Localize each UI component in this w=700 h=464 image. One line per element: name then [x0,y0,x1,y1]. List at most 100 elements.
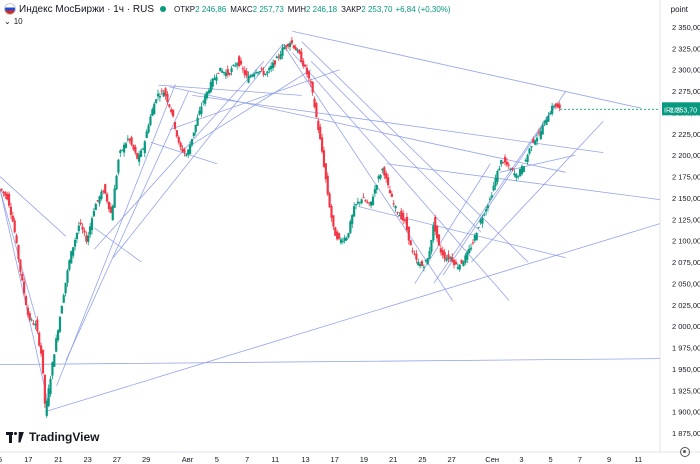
candle-body [207,90,211,94]
candle-body [215,76,218,81]
candle-body [26,307,29,315]
candle-body [336,231,339,240]
tradingview-logo[interactable]: TradingView [6,430,99,444]
volume-count: 10 [13,17,23,26]
candle-body [155,99,158,103]
gear-icon[interactable] [680,447,690,457]
candle-body [554,103,557,107]
candle-body [405,216,409,230]
candle-body [106,194,109,202]
candle-body [345,238,348,241]
candle-body [349,221,352,234]
candle-body [469,247,473,250]
candle-body [551,105,554,114]
candle-body [55,338,58,352]
candle-body [377,176,380,179]
candle-body [339,239,343,243]
candle-body [509,168,512,171]
trend-line [358,206,566,259]
candle-body [403,219,407,221]
candle-body [307,71,310,79]
candle-body [24,296,28,306]
candle-body [121,149,124,151]
candle-body [466,252,469,260]
candle-body [319,126,322,140]
legend-row: Индекс МосБиржи · 1ч · RUS ОТКР 2 246,86… [4,3,451,15]
candle-body [452,259,456,266]
candle-body [507,164,510,166]
candle-body [38,332,41,346]
candle-body [75,232,79,240]
candle-body [173,122,177,129]
candle-body [194,124,197,132]
candle-body [356,201,359,204]
candle-body [179,142,182,148]
tradingview-logo-icon [6,431,24,443]
candle-body [556,103,559,108]
x-tick-label: 11 [634,455,642,464]
candle-body [328,193,331,208]
trend-line [433,103,557,284]
candle-body [254,72,258,74]
candle-body [315,103,318,118]
candle-body [515,174,518,178]
candle-body [460,259,463,264]
candle-body [547,115,550,122]
candle-body [268,67,271,71]
candle-body [145,131,148,138]
candle-body [451,256,454,262]
candle-body [277,56,280,58]
y-tick-label: 2 150,00 [672,194,700,203]
candle-body [200,106,203,114]
candle-body [445,258,448,261]
candle-body [498,168,501,171]
candle-body [160,90,163,92]
volume-row[interactable]: ⌄ 10 [4,17,23,26]
candle-body [326,175,329,195]
candle-body [486,205,490,208]
candle-body [162,92,165,97]
x-tick-label: 11 [271,455,279,464]
candle-body [437,234,441,246]
candle-body [417,261,420,266]
candle-body [102,191,105,193]
y-tick-label: 1 875,00 [672,429,700,438]
low-label: МИН [287,4,306,14]
candle-body [113,188,116,208]
candle-body [364,200,367,202]
candle-body [175,130,178,137]
candle-body [239,60,243,65]
candle-body [513,173,516,176]
candle-body [170,109,173,113]
price-label-bg [662,102,700,116]
candle-body [51,362,54,376]
candle-body [337,233,341,239]
x-tick-label: 27 [113,455,121,464]
candle-body [262,70,265,75]
candle-body [441,250,444,256]
candle-body [371,196,375,206]
candle-body [375,184,378,190]
candle-body [202,101,205,103]
candle-body [552,105,556,107]
symbol-title[interactable]: Индекс МосБиржи · 1ч · RUS [19,3,155,15]
candle-body [245,70,248,76]
candle-body [270,65,273,70]
candle-body [64,282,67,294]
logo-text: TradingView [29,430,100,444]
candle-body [347,233,350,238]
candle-body [494,178,497,187]
chevron-down-icon[interactable]: ⌄ [4,17,11,26]
candle-body [107,201,111,210]
close-label: ЗАКР [341,4,362,14]
trend-line [0,189,50,408]
candle-body [73,239,77,247]
candle-body [158,96,161,98]
candle-body [447,254,450,260]
trend-line [310,60,482,233]
scale-unit-label: point [670,5,688,14]
candle-body [456,266,459,269]
candle-body [458,264,461,270]
candle-body [66,270,69,283]
